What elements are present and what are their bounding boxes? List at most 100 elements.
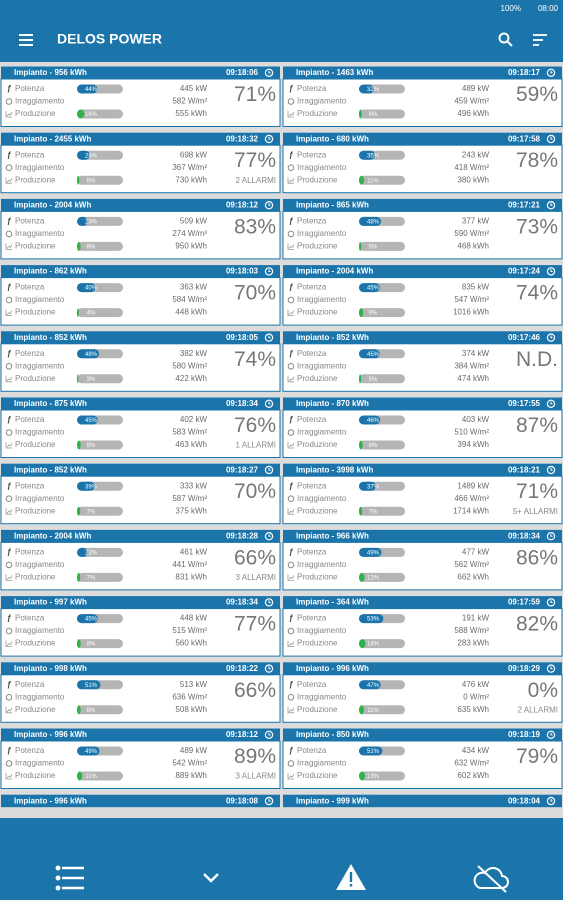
efficiency: 71%: [234, 83, 276, 106]
alarm-tab[interactable]: [336, 864, 366, 890]
plant-card[interactable]: Impianto - 1463 kWh 09:18:17 ƒ Potenza 32% 48…: [282, 66, 563, 127]
plant-card[interactable]: Impianto - 956 kWh 09:18:06 ƒ Potenza 44% 445…: [0, 66, 281, 127]
plant-name: Impianto - 850 kWh: [296, 730, 369, 739]
clock-icon: [264, 333, 274, 342]
irraggiamento-label: Irraggiamento: [297, 494, 347, 503]
irraggiamento-value: 466 W/m²: [454, 494, 489, 503]
plant-card[interactable]: Impianto - 2004 kWh 09:17:24 ƒ Potenza 45% 83…: [282, 265, 563, 326]
potenza-value: 477 kW: [462, 548, 490, 557]
alarms: 1 ALLARMI: [236, 441, 276, 450]
plant-card[interactable]: Impianto - 364 kWh 09:17:59 ƒ Potenza 53% 191…: [282, 596, 563, 657]
clock-icon: [546, 796, 556, 806]
plant-card[interactable]: Impianto - 997 kWh 09:18:34 ƒ Potenza 45% 448…: [0, 596, 281, 657]
potenza-label: Potenza: [15, 614, 45, 623]
production-icon: [5, 309, 13, 316]
production-icon: [287, 243, 295, 250]
potenza-value: 513 kW: [180, 680, 208, 689]
potenza-value: 448 kW: [180, 614, 208, 623]
alarms: 5+ ALLARMI: [513, 507, 558, 516]
clock-icon: [264, 399, 274, 408]
plant-time: 09:17:55: [508, 399, 541, 408]
plant-card[interactable]: Impianto - 999 kWh 09:18:04: [283, 794, 562, 808]
produzione-value: 662 kWh: [457, 573, 489, 582]
plant-card[interactable]: Impianto - 996 kWh 09:18:12 ƒ Potenza 49% 489…: [0, 728, 281, 789]
card-body: [0, 78, 281, 127]
produzione-bar: [359, 175, 365, 185]
sun-icon: [287, 495, 295, 503]
produzione-label: Produzione: [15, 506, 56, 515]
plant-time: 09:18:19: [508, 730, 541, 739]
clock-hands: [550, 335, 553, 339]
produzione-bar: [359, 241, 362, 251]
efficiency: 77%: [234, 149, 276, 172]
sun-icon: [5, 164, 13, 171]
potenza-icon: ƒ: [7, 415, 12, 424]
sort-button[interactable]: [533, 34, 547, 46]
plant-card[interactable]: Impianto - 2004 kWh 09:18:28 ƒ Potenza 23% 46…: [0, 529, 281, 591]
card-header: [283, 265, 562, 278]
alarms: 3 ALLARMI: [236, 573, 276, 582]
bar-track: [77, 175, 123, 185]
irraggiamento-label: Irraggiamento: [297, 692, 347, 701]
expand-tab[interactable]: [203, 873, 219, 883]
potenza-bar-label: 46%: [367, 418, 380, 424]
menu-button[interactable]: [19, 34, 33, 46]
potenza-bar-label: 51%: [367, 749, 380, 755]
plant-card[interactable]: Impianto - 996 kWh 09:18:29 ƒ Potenza 47% 476…: [282, 662, 563, 723]
efficiency: 79%: [516, 745, 558, 768]
produzione-value: 555 kWh: [175, 109, 207, 118]
potenza-bar-label: 39%: [85, 484, 98, 490]
plant-card[interactable]: Impianto - 852 kWh 09:18:05 ƒ Potenza 48% 382…: [0, 331, 281, 392]
plant-time: 09:18:34: [226, 598, 259, 607]
produzione-value: 422 kWh: [175, 374, 207, 383]
plant-card[interactable]: Impianto - 680 kWh 09:17:58 ƒ Potenza 35% 243…: [282, 132, 563, 194]
plant-card[interactable]: Impianto - 998 kWh 09:18:22 ƒ Potenza 51% 513…: [0, 662, 281, 723]
potenza-icon: ƒ: [289, 548, 294, 557]
efficiency: 83%: [234, 215, 276, 238]
production-icon: [5, 640, 13, 647]
produzione-value: 831 kWh: [175, 573, 207, 582]
produzione-bar: [77, 572, 81, 582]
clock-hands: [268, 203, 271, 206]
card-body: [282, 78, 563, 127]
potenza-bar-label: 23%: [85, 550, 98, 556]
plant-card[interactable]: Impianto - 852 kWh 09:18:27 ƒ Potenza 39% 333…: [0, 463, 281, 525]
irraggiamento-value: 384 W/m²: [454, 361, 489, 370]
plant-card[interactable]: Impianto - 852 kWh 09:17:46 ƒ Potenza 45% 374…: [282, 331, 563, 392]
plant-time: 09:17:59: [508, 598, 541, 607]
potenza-bar-label: 45%: [85, 617, 98, 623]
potenza-label: Potenza: [297, 349, 327, 358]
potenza-bar: [77, 150, 90, 160]
plant-name: Impianto - 870 kWh: [296, 399, 369, 408]
clock-icon: [546, 134, 556, 144]
card-body: [0, 210, 281, 260]
produzione-bar: [359, 506, 363, 516]
clock-icon: [264, 267, 274, 276]
produzione-bar-label: 8%: [87, 708, 96, 714]
sun-icon: [287, 296, 295, 304]
plant-card[interactable]: Impianto - 870 kWh 09:17:55 ƒ Potenza 46% 403…: [282, 397, 563, 458]
plant-card[interactable]: Impianto - 850 kWh 09:18:19 ƒ Potenza 51% 434…: [282, 728, 563, 789]
plant-card[interactable]: Impianto - 875 kWh 09:18:34 ƒ Potenza 45% 402…: [0, 397, 281, 458]
card-body: [282, 409, 563, 458]
plant-card[interactable]: Impianto - 996 kWh 09:18:08: [1, 794, 280, 808]
produzione-bar-label: 6%: [369, 112, 378, 118]
potenza-bar-label: 40%: [85, 286, 98, 292]
plant-time: 09:18:17: [508, 68, 541, 77]
plant-card[interactable]: Impianto - 862 kWh 09:18:03 ƒ Potenza 40% 363…: [0, 265, 281, 326]
list-tab[interactable]: [55, 865, 84, 891]
card-body: [282, 608, 563, 657]
plant-card[interactable]: Impianto - 865 kWh 09:17:21 ƒ Potenza 48% 377…: [282, 198, 563, 260]
produzione-bar-label: 7%: [369, 509, 378, 515]
plant-card[interactable]: Impianto - 966 kWh 09:18:34 ƒ Potenza 49% 477…: [282, 529, 563, 591]
produzione-label: Produzione: [15, 639, 56, 648]
card-header: [1, 397, 280, 410]
plant-card[interactable]: Impianto - 2455 kWh 09:18:32 ƒ Potenza 28% 69…: [0, 132, 281, 194]
plant-name: Impianto - 996 kWh: [14, 796, 87, 805]
cloud-tab[interactable]: [473, 865, 509, 893]
plant-card[interactable]: Impianto - 3998 kWh 09:18:21 ƒ Potenza 37% 14…: [282, 463, 563, 525]
search-button[interactable]: [498, 32, 513, 47]
potenza-icon: ƒ: [7, 548, 12, 557]
plant-card[interactable]: Impianto - 2004 kWh 09:18:12 ƒ Potenza 23% 50…: [0, 198, 281, 260]
card-header: [283, 66, 562, 79]
